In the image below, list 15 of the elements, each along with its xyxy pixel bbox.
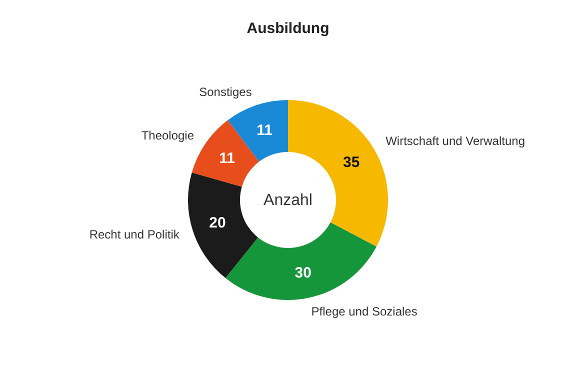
slice-label: Wirtschaft und Verwaltung [386,134,525,148]
donut-slice [192,120,260,187]
data-label: 30 [294,264,312,282]
donut-slice [188,172,258,278]
data-label: 11 [256,122,272,139]
chart-title: Ausbildung [246,20,330,37]
slice-label: Recht und Politik [89,228,180,242]
slice-label: Theologie [141,128,194,142]
slice-label: Sonstiges [199,84,252,99]
data-label: 35 [343,154,360,171]
slice-label: Pflege und Soziales [311,304,418,319]
data-label: 11 [219,150,235,168]
text: Anzahl [264,192,312,209]
donut-slice [225,222,376,300]
data-label: 20 [209,214,226,232]
